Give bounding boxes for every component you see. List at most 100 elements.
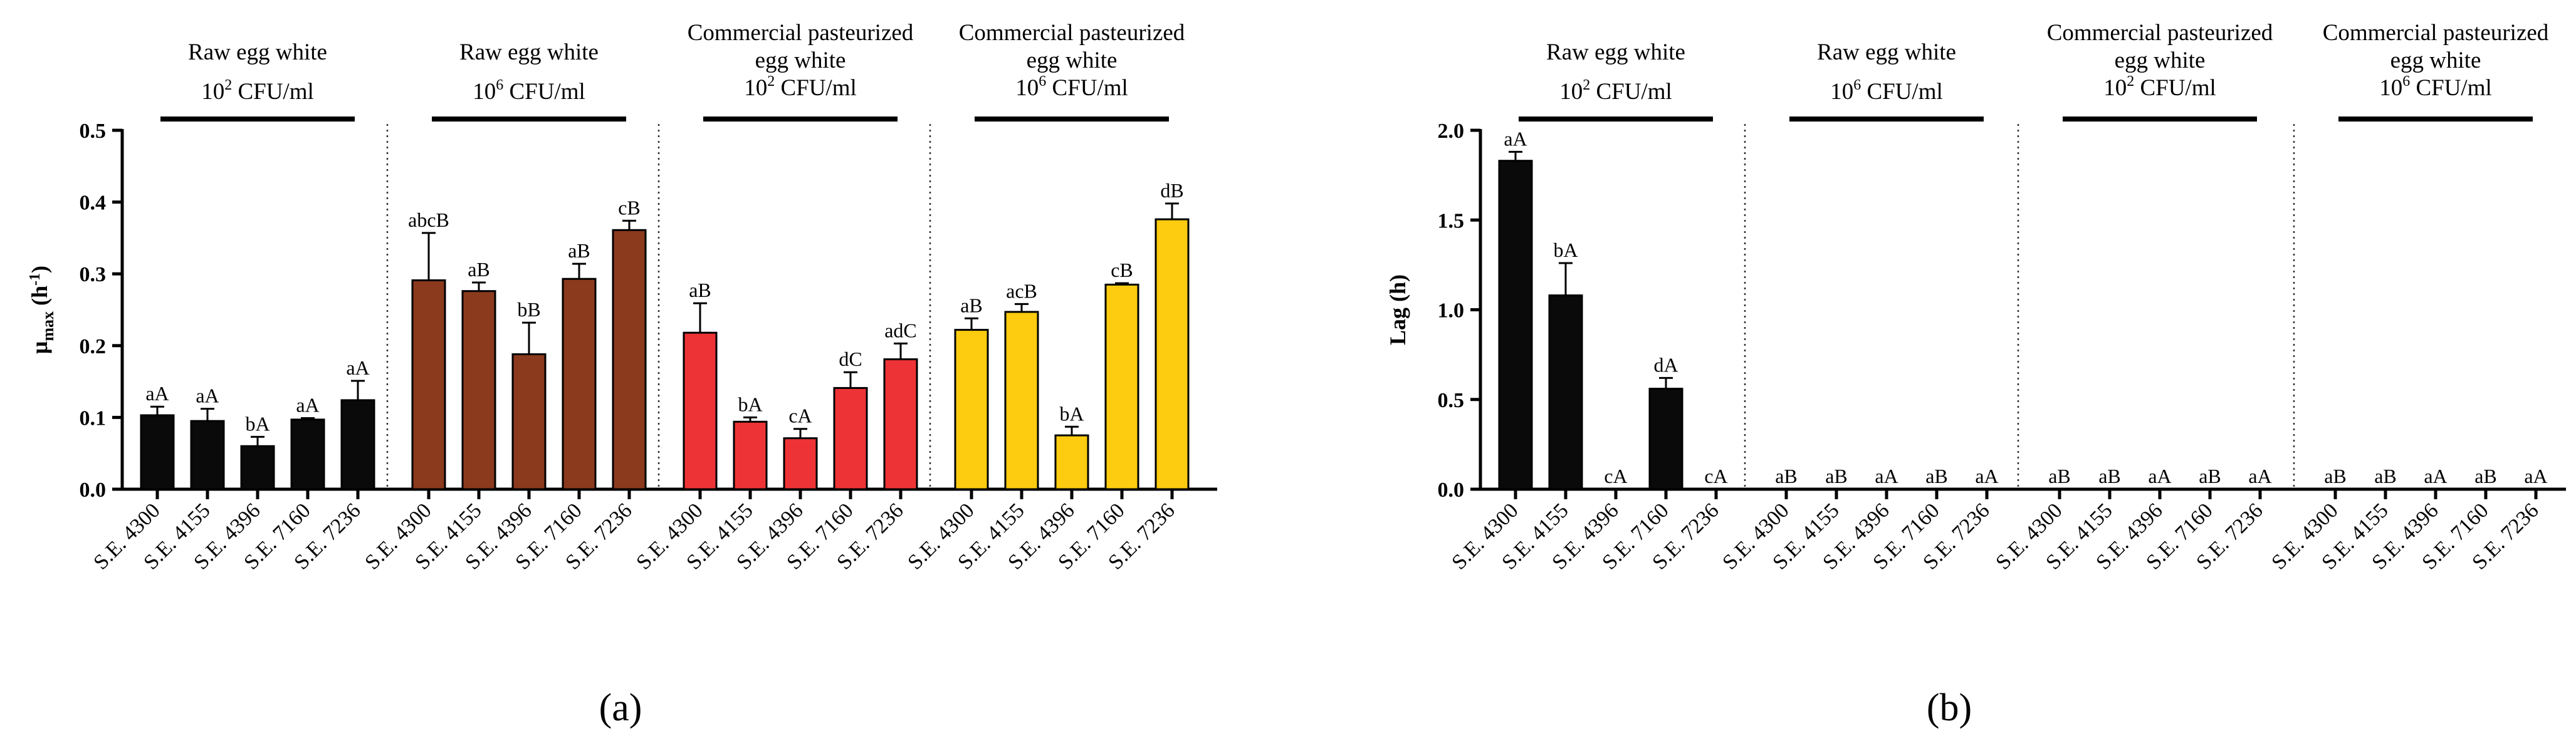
significance-label: aB <box>689 279 711 301</box>
significance-label: abcB <box>408 209 449 231</box>
text-span: CFU/ml <box>1861 79 1943 105</box>
significance-label: cB <box>1111 259 1133 281</box>
significance-label: cB <box>618 196 641 219</box>
text-span: CFU/ml <box>1046 75 1128 101</box>
bar <box>240 445 275 490</box>
y-tick-label: 1.0 <box>1438 299 1465 323</box>
y-tick-label: 0.3 <box>80 263 107 286</box>
text-span: CFU/ml <box>2410 75 2492 101</box>
significance-label: aA <box>2248 465 2271 487</box>
y-tick-label: 0.0 <box>80 479 107 502</box>
text-span: 6 <box>1853 77 1861 93</box>
text-span: 10 <box>473 79 496 105</box>
significance-label: aB <box>568 239 590 262</box>
text-span: 2 <box>1583 77 1590 93</box>
bar <box>340 399 375 490</box>
bar <box>411 279 446 490</box>
significance-label: aA <box>145 382 169 405</box>
group-title: Commercial pasteurized <box>2323 20 2549 46</box>
group-title: egg white <box>2115 48 2206 73</box>
bar <box>1154 218 1190 490</box>
text-span: -1 <box>27 273 43 286</box>
group-title: Commercial pasteurized <box>2047 20 2273 46</box>
bar <box>954 329 989 490</box>
text-span: CFU/ml <box>503 79 585 105</box>
y-tick-label: 0.5 <box>80 120 107 143</box>
significance-label: acB <box>1006 279 1037 302</box>
text-span: 6 <box>1039 73 1046 90</box>
bar <box>783 437 818 490</box>
text-span: 10 <box>1559 79 1583 105</box>
significance-label: aA <box>1875 465 1898 487</box>
bar <box>461 290 496 490</box>
text-span: max <box>39 311 57 341</box>
group-title: Commercial pasteurized <box>688 20 914 46</box>
text-span: (h <box>27 286 52 311</box>
significance-label: aB <box>2048 465 2071 487</box>
text-span: CFU/ml <box>1590 79 1672 105</box>
bar <box>1004 311 1039 490</box>
y-axis-label: μmax (h-1) <box>27 266 57 354</box>
group-concentration: 102 CFU/ml <box>1559 77 1672 105</box>
group-concentration: 102 CFU/ml <box>201 77 314 105</box>
bar <box>833 386 868 490</box>
significance-label: aB <box>2374 465 2397 487</box>
y-tick-label: 0.4 <box>80 192 107 215</box>
significance-label: aB <box>2098 465 2121 487</box>
chart-panel-a: 0.0 0.1 0.2 0.3 0.4 0.5 μmax (h-1) Raw egg whit… <box>27 20 1217 729</box>
significance-label: dB <box>1160 179 1183 202</box>
text-span: 10 <box>1015 75 1039 101</box>
text-span: 10 <box>744 75 767 101</box>
group-concentration: 102 CFU/ml <box>744 73 857 101</box>
significance-label: aA <box>1504 127 1527 150</box>
bar <box>1548 294 1583 490</box>
bar <box>883 358 918 490</box>
significance-label: bA <box>1059 402 1084 425</box>
bar <box>562 277 597 490</box>
text-span: 10 <box>201 79 224 105</box>
text-span: 10 <box>2379 75 2402 101</box>
text-span: Lag (h) <box>1385 274 1410 345</box>
text-span: CFU/ml <box>232 79 314 105</box>
text-span: 6 <box>496 77 503 93</box>
bar <box>290 418 325 490</box>
group-concentration: 106 CFU/ml <box>1015 73 1128 101</box>
bar <box>612 229 647 490</box>
group-concentration: 106 CFU/ml <box>2379 73 2492 101</box>
group-concentration: 102 CFU/ml <box>2103 73 2216 101</box>
y-axis-label: Lag (h) <box>1385 274 1410 345</box>
significance-label: aB <box>1775 465 1798 487</box>
significance-label: aB <box>2474 465 2497 487</box>
group-title: Raw egg white <box>188 39 327 65</box>
group-title: Raw egg white <box>1546 39 1685 65</box>
text-span: 10 <box>2103 75 2127 101</box>
bar <box>1498 160 1533 490</box>
significance-label: bA <box>245 412 270 435</box>
significance-label: cA <box>1704 465 1727 487</box>
group-title: Commercial pasteurized <box>959 20 1185 46</box>
significance-label: aA <box>2424 465 2447 487</box>
text-span: μ <box>27 341 52 354</box>
group-title: egg white <box>2390 48 2481 73</box>
text-span: 10 <box>1830 79 1853 105</box>
significance-label: aB <box>468 258 490 281</box>
significance-label: aA <box>346 356 369 379</box>
significance-label: aB <box>1825 465 1848 487</box>
bar <box>140 414 175 490</box>
y-tick-label: 0.0 <box>1438 479 1465 502</box>
significance-label: aB <box>1925 465 1948 487</box>
significance-label: aA <box>296 394 319 417</box>
panel-label: (a) <box>599 687 642 729</box>
significance-label: bA <box>738 393 762 415</box>
text-span: 2 <box>2127 73 2134 90</box>
group-concentration: 106 CFU/ml <box>1830 77 1943 105</box>
significance-label: aA <box>2148 465 2171 487</box>
significance-label: cA <box>1604 465 1627 487</box>
y-tick-label: 2.0 <box>1438 120 1465 143</box>
